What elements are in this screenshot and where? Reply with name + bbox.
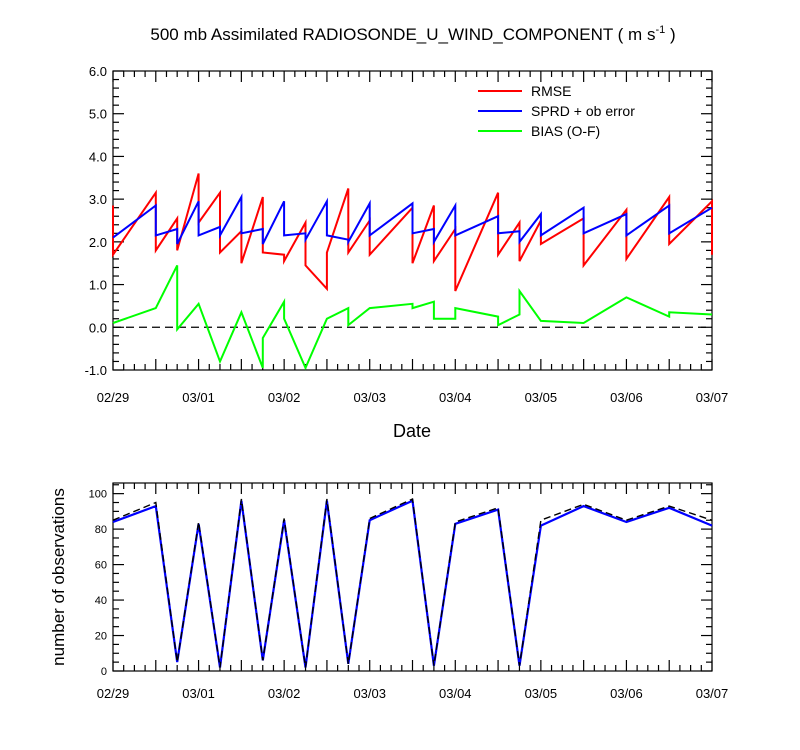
x-tick-label: 03/05 bbox=[525, 390, 558, 405]
x-tick-label: 03/06 bbox=[610, 686, 643, 701]
series-line-sprd-ob-error bbox=[112, 193, 713, 246]
series-line-total-observations bbox=[112, 497, 713, 668]
series-line-rmse bbox=[112, 173, 713, 292]
y-tick-label: -1.0 bbox=[85, 363, 107, 378]
legend: RMSE SPRD + ob error BIAS (O-F) bbox=[478, 83, 635, 139]
observations-plot-frame bbox=[112, 482, 713, 672]
series-line-assimilated-observations bbox=[112, 499, 713, 668]
y-tick-label: 4.0 bbox=[89, 149, 107, 164]
chart-title: 500 mb Assimilated RADIOSONDE_U_WIND_COM… bbox=[150, 24, 675, 44]
legend-label: RMSE bbox=[531, 83, 571, 99]
main-y-tick-labels: -1.0 0.0 1.0 2.0 3.0 4.0 5.0 6.0 bbox=[85, 64, 107, 378]
x-tick-label: 03/02 bbox=[268, 686, 301, 701]
observations-series-group bbox=[112, 497, 713, 668]
x-tick-label: 03/02 bbox=[268, 390, 301, 405]
main-chart-panel: -1.0 0.0 1.0 2.0 3.0 4.0 5.0 6.0 02/29 03/01 03/0… bbox=[85, 64, 729, 441]
x-tick-label: 03/04 bbox=[439, 686, 472, 701]
series-line-bias-o-f- bbox=[112, 264, 713, 371]
x-tick-label: 02/29 bbox=[97, 390, 130, 405]
y-tick-label: 100 bbox=[89, 489, 107, 501]
y-tick-label: 0 bbox=[101, 666, 107, 678]
y-tick-label: 2.0 bbox=[89, 235, 107, 250]
legend-label: SPRD + ob error bbox=[531, 103, 635, 119]
main-x-tick-labels: 02/29 03/01 03/02 03/03 03/04 03/05 03/06 03/07 bbox=[97, 390, 729, 405]
x-axis-label: Date bbox=[393, 421, 431, 441]
x-tick-label: 03/04 bbox=[439, 390, 472, 405]
observations-axis-ticks bbox=[112, 483, 713, 672]
y-tick-label: 6.0 bbox=[89, 64, 107, 79]
y-tick-label: 80 bbox=[95, 524, 107, 536]
legend-label: BIAS (O-F) bbox=[531, 123, 600, 139]
y-tick-label: 3.0 bbox=[89, 192, 107, 207]
x-tick-label: 03/07 bbox=[696, 390, 729, 405]
x-tick-label: 03/05 bbox=[525, 686, 558, 701]
observations-y-axis-label: number of observations bbox=[49, 488, 68, 666]
y-tick-label: 5.0 bbox=[89, 107, 107, 122]
observations-y-tick-labels: 0 20 40 60 80 100 bbox=[89, 489, 107, 678]
y-tick-label: 1.0 bbox=[89, 278, 107, 293]
x-tick-label: 03/01 bbox=[182, 686, 215, 701]
observations-chart-panel: 0 20 40 60 80 100 02/29 03/01 03/02 03/03 03/04 03… bbox=[49, 482, 729, 701]
observations-x-tick-labels: 02/29 03/01 03/02 03/03 03/04 03/05 03/06 03/07 bbox=[97, 686, 729, 701]
x-tick-label: 03/03 bbox=[353, 686, 386, 701]
x-tick-label: 03/01 bbox=[182, 390, 215, 405]
y-tick-label: 20 bbox=[95, 631, 107, 643]
x-tick-label: 03/03 bbox=[353, 390, 386, 405]
y-tick-label: 0.0 bbox=[89, 320, 107, 335]
x-tick-label: 03/06 bbox=[610, 390, 643, 405]
main-series-group bbox=[112, 173, 713, 371]
y-tick-label: 60 bbox=[95, 560, 107, 572]
x-tick-label: 03/07 bbox=[696, 686, 729, 701]
title-unit-superscript: -1 bbox=[655, 24, 665, 36]
y-tick-label: 40 bbox=[95, 595, 107, 607]
x-tick-label: 02/29 bbox=[97, 686, 130, 701]
